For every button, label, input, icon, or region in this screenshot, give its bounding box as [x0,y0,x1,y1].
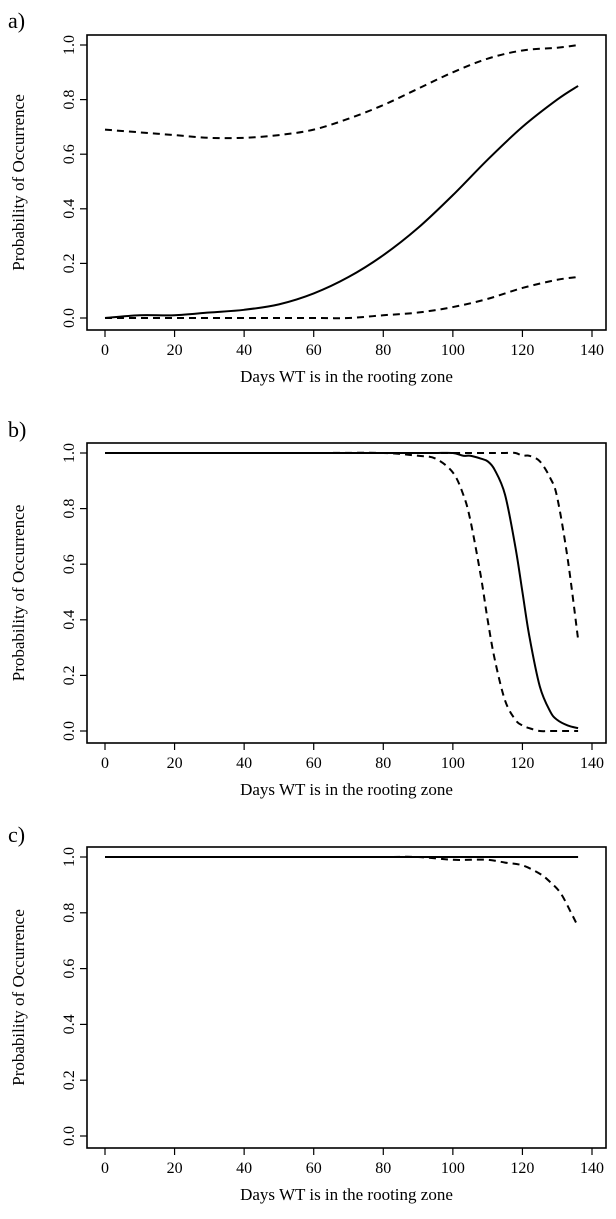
x-tick-label: 80 [375,755,391,772]
confidence-band-upper [104,44,579,140]
x-tick-label: 140 [580,342,604,359]
y-tick-label: 1.0 [61,847,78,867]
y-tick-label: 0.2 [61,1070,78,1090]
y-axis-label: Probability of Occurrence [9,909,28,1086]
x-tick-label: 100 [441,342,465,359]
x-tick-label: 20 [167,342,183,359]
x-tick-label: 140 [580,755,604,772]
y-tick-label: 0.2 [61,665,78,685]
y-tick-label: 0.8 [61,903,78,923]
fitted-curve [104,85,579,319]
y-tick-label: 0.4 [61,1014,78,1034]
y-tick-label: 0.0 [61,721,78,741]
x-tick-label: 120 [510,1160,534,1177]
x-tick-label: 20 [167,755,183,772]
x-tick-label: 0 [101,1160,109,1177]
x-tick-label: 140 [580,1160,604,1177]
y-tick-label: 0.8 [61,90,78,110]
panel-label: c) [8,822,25,847]
y-tick-label: 0.6 [61,554,78,574]
confidence-band-upper [104,855,579,928]
x-tick-label: 20 [167,1160,183,1177]
x-tick-label: 120 [510,755,534,772]
chart-panel-3: c) 0 20 40 60 80 100 120 140 0.0 0.2 0.4 0.6 0.8 1.0 Da… [8,822,607,1204]
x-tick-label: 60 [306,342,322,359]
confidence-band-lower [105,276,579,320]
x-tick-label: 60 [306,1160,322,1177]
confidence-band-upper [105,451,579,733]
chart-panel-1: a) 0 20 40 60 80 100 120 140 0.0 0.2 0.4 0.6 0.8 1.0 Da… [8,8,607,386]
y-tick-label: 1.0 [61,443,78,463]
y-tick-label: 0.8 [61,499,78,519]
fitted-curve [105,451,579,730]
y-tick-label: 0.2 [61,253,78,273]
x-tick-label: 40 [236,342,252,359]
plot-frame [86,34,607,331]
x-tick-label: 40 [236,1160,252,1177]
confidence-band-lower [105,451,580,640]
plot-frame [86,442,607,744]
y-tick-label: 0.0 [61,1126,78,1146]
x-tick-label: 80 [375,342,391,359]
y-tick-label: 0.6 [61,144,78,164]
x-axis-label: Days WT is in the rooting zone [240,1185,453,1204]
y-tick-label: 0.4 [61,610,78,630]
plot-frame [86,846,607,1149]
y-tick-label: 0.6 [61,959,78,979]
x-tick-label: 100 [441,755,465,772]
x-tick-label: 100 [441,1160,465,1177]
y-tick-label: 1.0 [61,35,78,55]
x-tick-label: 60 [306,755,322,772]
y-axis-label: Probability of Occurrence [9,94,28,271]
x-axis-label: Days WT is in the rooting zone [240,780,453,799]
x-tick-label: 120 [510,342,534,359]
x-tick-label: 40 [236,755,252,772]
chart-panel-2: b) 0 20 40 60 80 100 120 140 0.0 0.2 0.4 0.6 0.8 1.0 Da… [8,417,607,799]
x-axis-label: Days WT is in the rooting zone [240,367,453,386]
y-tick-label: 0.4 [61,199,78,219]
y-axis-label: Probability of Occurrence [9,505,28,682]
panel-label: b) [8,417,26,442]
x-tick-label: 0 [101,342,109,359]
x-tick-label: 80 [375,1160,391,1177]
x-tick-label: 0 [101,755,109,772]
panel-label: a) [8,8,25,33]
y-tick-label: 0.0 [61,308,78,328]
